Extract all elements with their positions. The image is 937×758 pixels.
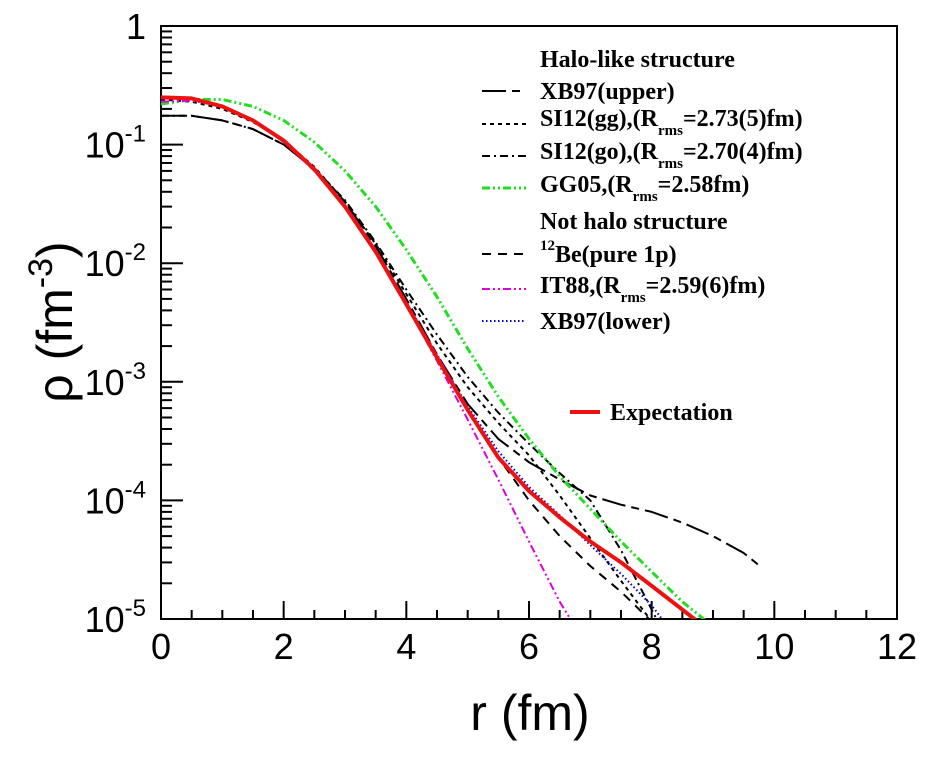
y-axis-title: ρ (fm-3) [22,241,83,402]
y-tick-label: 10-2 [85,239,146,284]
series-line-xb97-upper [161,114,763,569]
legend-label-xb97-upper: XB97(upper) [540,79,675,105]
x-tick-label: 6 [519,626,539,667]
legend-label-xb97-lower: XB97(lower) [540,309,671,335]
legend-header-not-halo: Not halo structure [540,209,728,235]
axis-tick-labels: 0 2 4 6 8 10 12 1 10-1 10-2 10-3 10-4 10-5 [85,6,917,667]
y-tick-label: 1 [126,6,146,47]
y-tick-label: 10-5 [85,595,146,640]
axis-ticks [160,25,898,620]
x-tick-label: 4 [396,626,416,667]
series-line-gg05-r-rms-2-58fm [161,98,707,619]
series-line-expectation [161,95,698,619]
y-tick-label: 10-4 [85,476,146,521]
x-tick-label: 0 [151,626,171,667]
x-tick-label: 12 [877,626,917,667]
y-tick-label: 10-3 [85,358,146,403]
x-axis-title: r (fm) [470,685,589,741]
legend-header-halo: Halo-like structure [540,47,735,73]
legend-label-gg05: GG05,(Rrms=2.58fm) [540,172,749,205]
legend: Halo-like structure XB97(upper) SI12(gg)… [482,47,803,426]
legend-label-si12go: SI12(go),(Rrms=2.70(4)fm) [540,139,803,172]
x-tick-label: 2 [274,626,294,667]
y-tick-label: 10-1 [85,121,146,166]
series-line-si12-go-r-rms-2-70-4-fm [161,114,658,619]
series-line-si12-gg-r-rms-2-73-5-fm [161,98,651,619]
x-tick-label: 8 [642,626,662,667]
series-layer [161,95,763,619]
legend-label-si12gg: SI12(gg),(Rrms=2.73(5)fm) [540,106,803,139]
x-tick-label: 10 [754,626,794,667]
legend-label-be12: 12Be(pure 1p) [540,238,677,268]
legend-label-expectation: Expectation [610,400,733,426]
legend-label-it88: IT88,(Rrms=2.59(6)fm) [540,273,765,306]
